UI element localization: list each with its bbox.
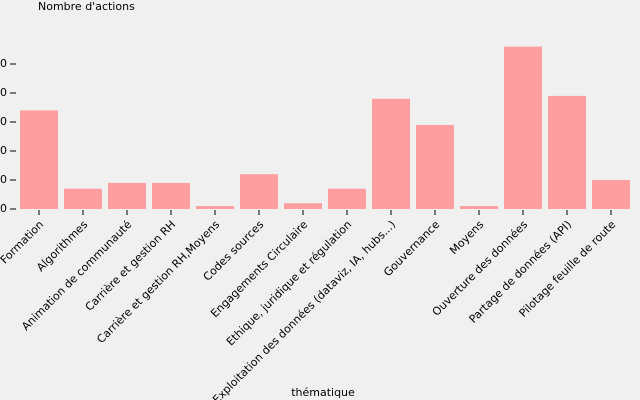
x-tick-label: Moyens: [447, 218, 486, 257]
x-axis-label: thématique: [291, 386, 355, 399]
bar: [240, 174, 278, 209]
bar: [592, 180, 630, 209]
bar: [64, 188, 102, 209]
y-tick-label: 10: [0, 173, 7, 186]
bar: [504, 46, 542, 209]
y-tick-label: 20: [0, 144, 7, 157]
bar: [328, 188, 366, 209]
chart-title: Nombre d'actions: [38, 0, 135, 13]
bar: [196, 206, 234, 209]
bar: [284, 203, 322, 209]
bar: [548, 95, 586, 209]
bar: [416, 124, 454, 209]
y-tick-label: 40: [0, 86, 7, 99]
y-tick-label: 50: [0, 57, 7, 70]
bar: [20, 110, 58, 209]
bar: [108, 182, 146, 209]
y-tick-label: 0: [0, 202, 7, 215]
bar: [372, 98, 410, 209]
bar: [460, 206, 498, 209]
y-tick-label: 30: [0, 115, 7, 128]
bar: [152, 182, 190, 209]
